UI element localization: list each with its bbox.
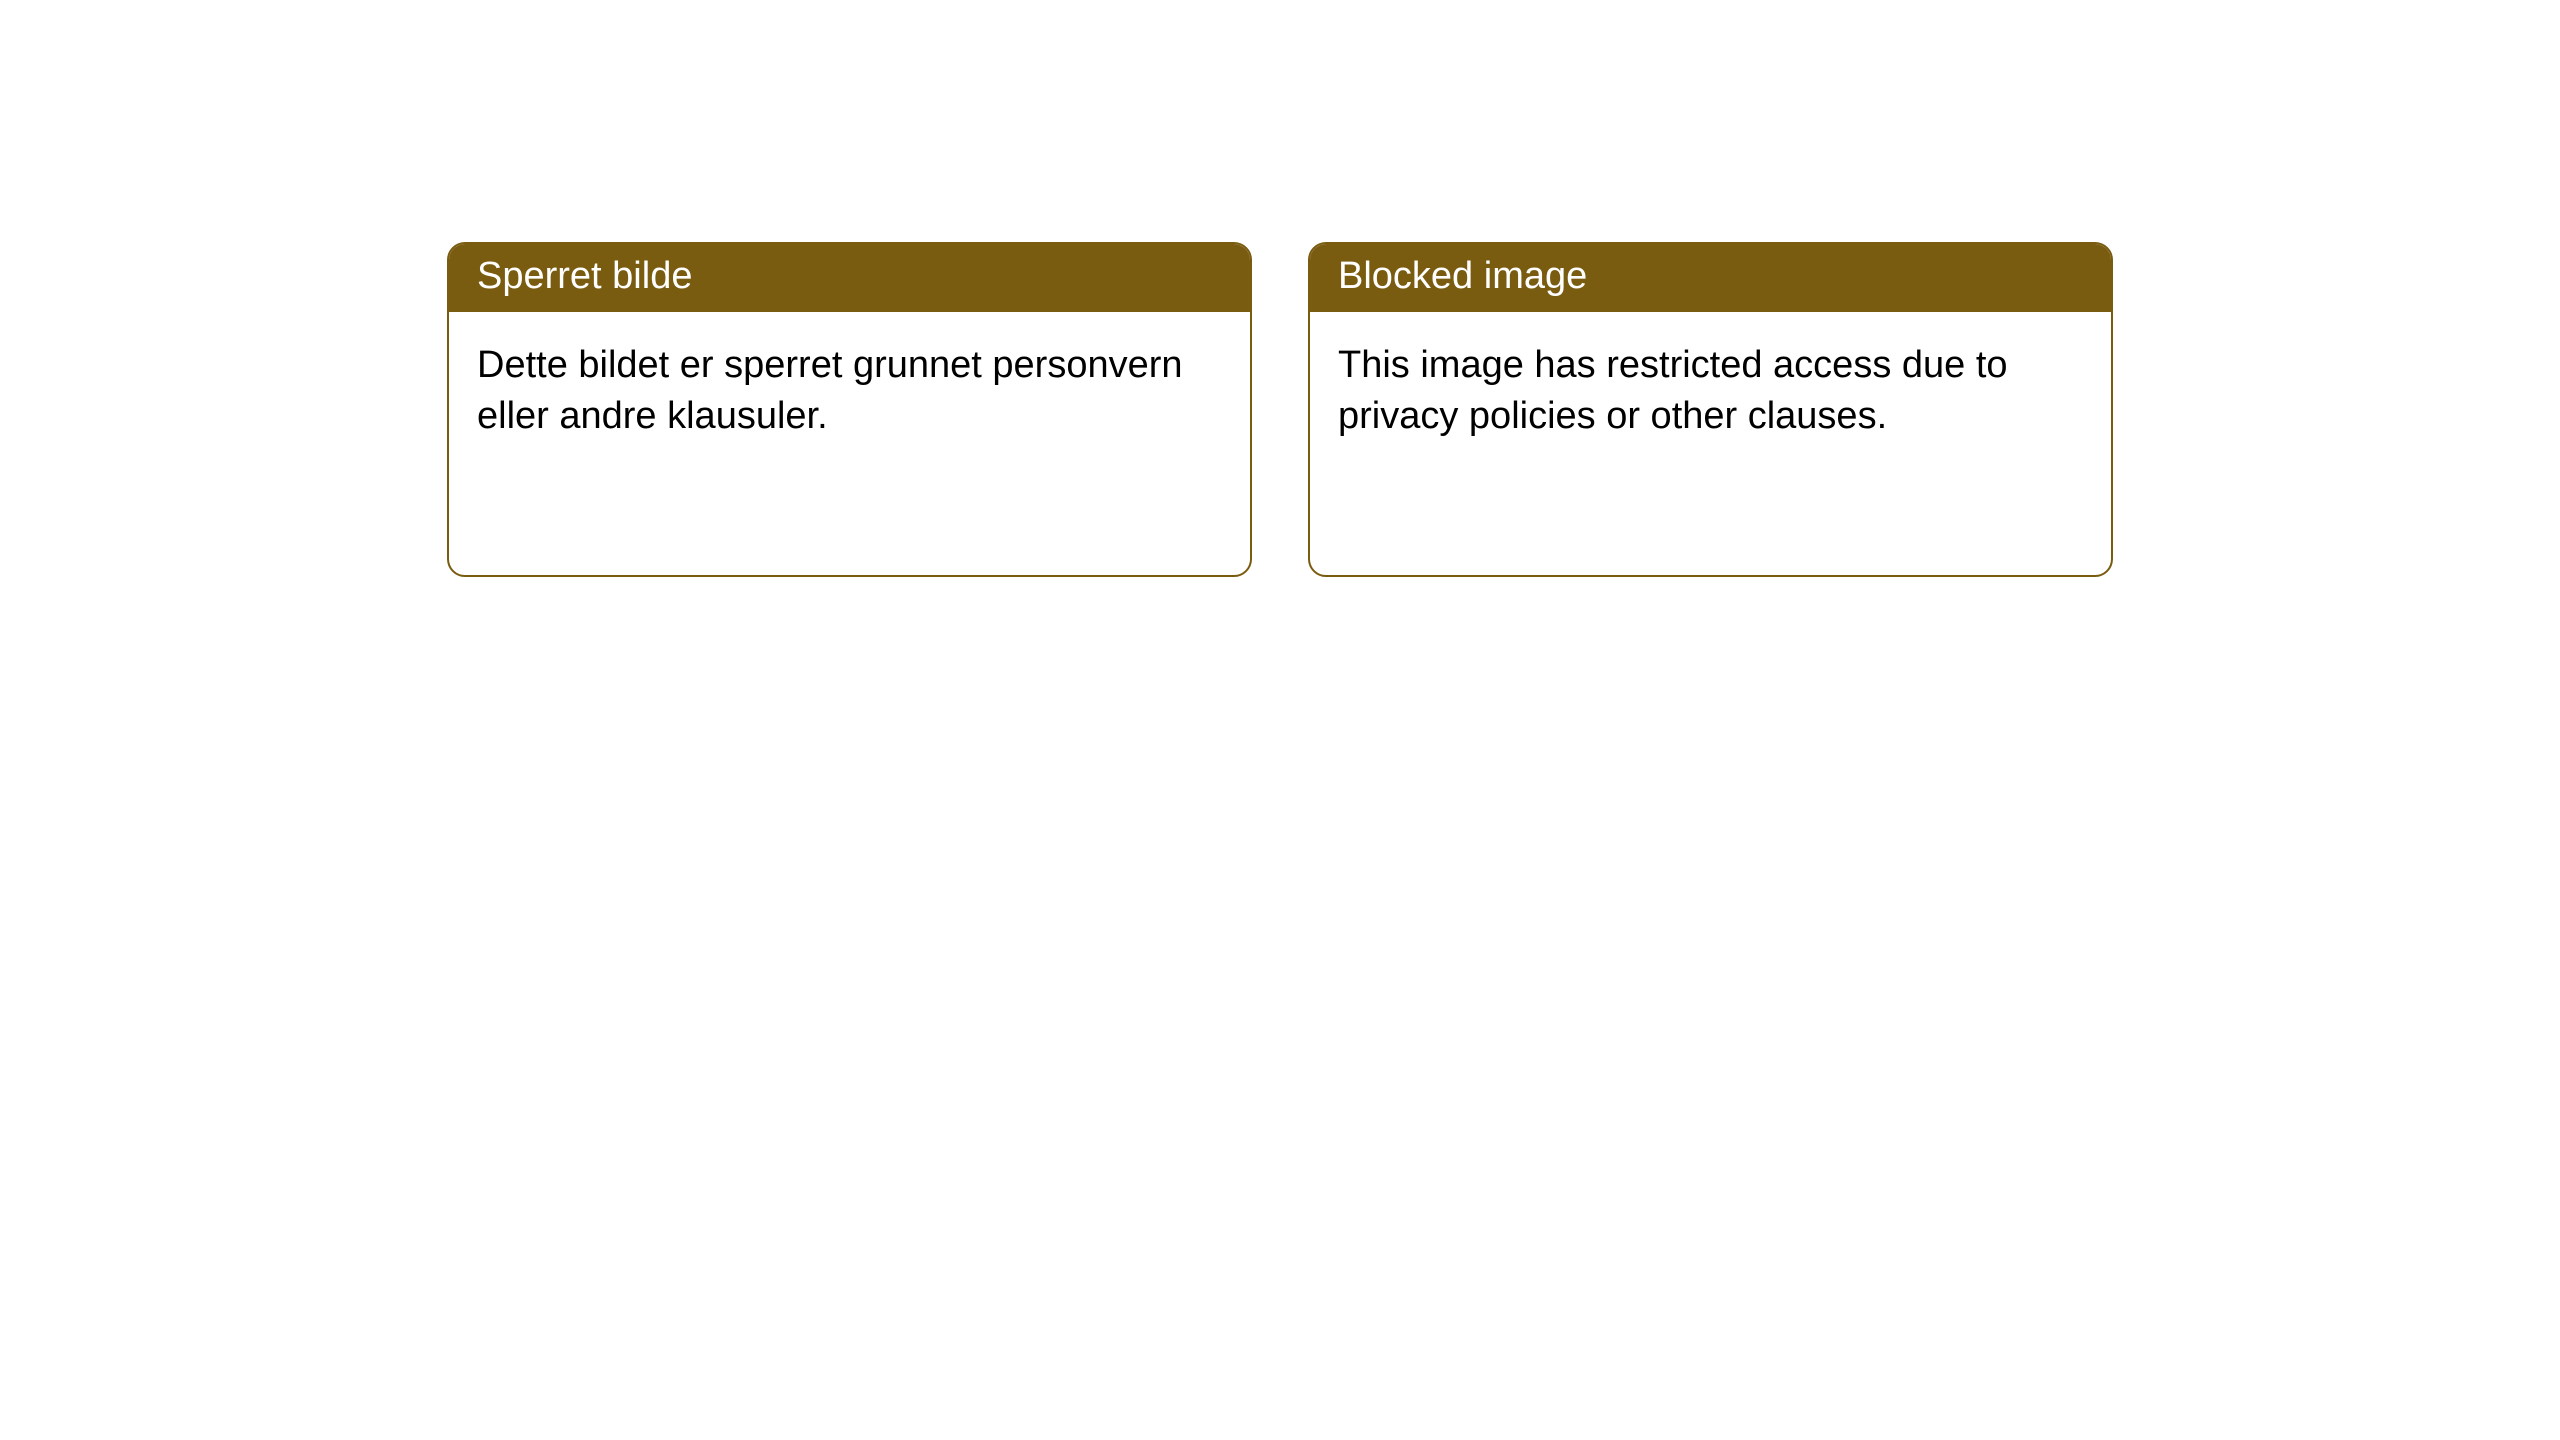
- notice-container: Sperret bilde Dette bildet er sperret gr…: [447, 242, 2113, 577]
- notice-body-norwegian: Dette bildet er sperret grunnet personve…: [449, 312, 1250, 471]
- notice-card-english: Blocked image This image has restricted …: [1308, 242, 2113, 577]
- notice-title-english: Blocked image: [1310, 244, 2111, 312]
- notice-body-english: This image has restricted access due to …: [1310, 312, 2111, 471]
- notice-card-norwegian: Sperret bilde Dette bildet er sperret gr…: [447, 242, 1252, 577]
- notice-title-norwegian: Sperret bilde: [449, 244, 1250, 312]
